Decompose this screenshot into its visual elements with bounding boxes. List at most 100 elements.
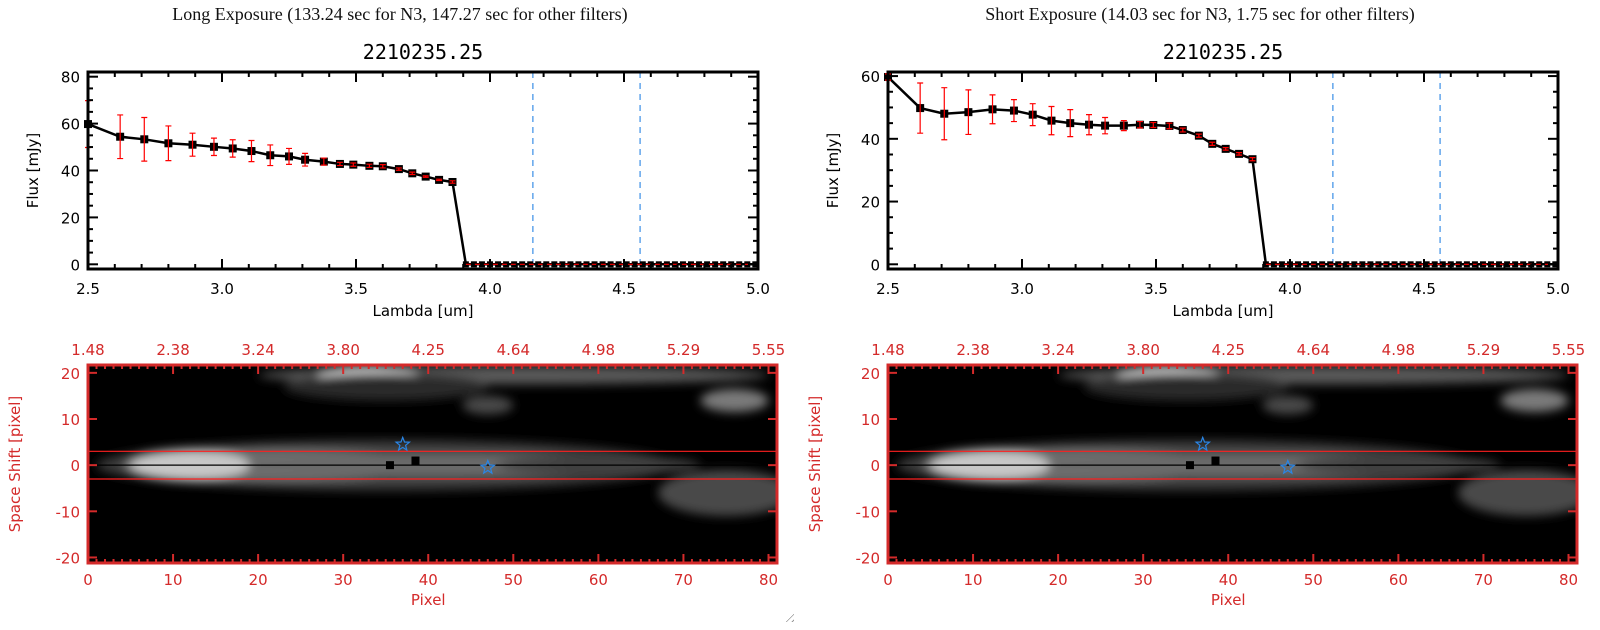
star-icon — [1194, 435, 1212, 452]
x-tick-label: 5.0 — [746, 280, 770, 298]
error-bar — [366, 163, 373, 169]
top-wavelength-label: 4.25 — [1212, 341, 1245, 359]
error-bar — [302, 152, 309, 167]
top-wavelength-label: 5.29 — [667, 341, 700, 359]
x-tick-label: 60 — [1389, 571, 1408, 589]
error-bar — [229, 139, 236, 158]
spectrum-subtitle: 2210235.25 — [1162, 40, 1284, 64]
error-bar — [165, 125, 172, 162]
error-bar — [248, 139, 255, 163]
source-marker — [1211, 456, 1220, 465]
error-bar — [1179, 127, 1186, 133]
error-bar — [320, 157, 327, 166]
error-bar — [989, 94, 996, 125]
source-marker — [1185, 461, 1194, 470]
top-wavelength-label: 4.64 — [497, 341, 530, 359]
error-bar — [1222, 147, 1229, 151]
error-bar — [1120, 120, 1127, 132]
y-tick-label: 0 — [70, 256, 80, 274]
top-wavelength-label: 4.98 — [582, 341, 615, 359]
data-point — [712, 261, 719, 268]
x-tick-label: 4.5 — [1412, 280, 1436, 298]
top-wavelength-label: 2.38 — [956, 341, 989, 359]
error-bar — [1010, 99, 1017, 123]
x-tick-label: 80 — [759, 571, 778, 589]
error-bar — [436, 178, 443, 182]
emission-blob — [1262, 395, 1314, 415]
top-wavelength-label: 5.55 — [1552, 341, 1585, 359]
error-bar — [336, 161, 343, 167]
emission-blob — [283, 372, 488, 401]
data-point — [1351, 261, 1358, 268]
error-bar — [1086, 114, 1092, 136]
y-axis-label: Flux [mJy] — [824, 133, 842, 209]
y-tick-label: 60 — [61, 116, 80, 134]
y-axis-label: Space Shift [pixel] — [806, 396, 824, 533]
flux-line — [87, 122, 756, 266]
top-wavelength-label: 4.98 — [1382, 341, 1415, 359]
top-wavelength-label: 4.64 — [1297, 341, 1330, 359]
error-bar — [1195, 133, 1202, 138]
y-tick-label: 40 — [61, 163, 80, 181]
x-axis-label: Lambda [um] — [373, 302, 474, 320]
y-tick-label: 0 — [870, 457, 880, 475]
error-bar — [409, 171, 416, 176]
y-tick-label: 20 — [61, 365, 80, 383]
data-point — [1359, 261, 1366, 268]
x-axis-label: Lambda [um] — [1173, 302, 1274, 320]
error-bar — [1136, 120, 1143, 129]
top-wavelength-label: 5.55 — [752, 341, 785, 359]
x-axis-label: Pixel — [1211, 591, 1246, 609]
image-frame — [886, 363, 1579, 565]
error-bar — [379, 164, 386, 169]
emission-blob — [1083, 372, 1288, 401]
data-point — [559, 261, 566, 268]
error-bar — [917, 82, 924, 134]
error-bar — [286, 147, 292, 166]
x-tick-label: 50 — [1304, 571, 1323, 589]
top-wavelength-label: 1.48 — [71, 341, 104, 359]
data-point — [720, 261, 727, 268]
y-axis-label: Flux [mJy] — [24, 133, 42, 209]
error-bar — [267, 144, 274, 167]
x-tick-label: 20 — [1049, 571, 1068, 589]
data-point — [543, 261, 550, 268]
data-point — [639, 261, 646, 268]
data-point — [1423, 261, 1430, 268]
x-tick-label: 10 — [164, 571, 183, 589]
emission-blob — [462, 395, 514, 415]
y-tick-label: -10 — [856, 503, 881, 521]
top-wavelength-label: 1.48 — [871, 341, 904, 359]
error-bar — [141, 116, 148, 162]
data-point — [623, 261, 630, 268]
y-tick-label: -20 — [56, 549, 81, 567]
x-tick-label: 0 — [883, 571, 893, 589]
top-wavelength-label: 5.29 — [1467, 341, 1500, 359]
x-tick-label: 3.5 — [344, 280, 368, 298]
spectrum-chart: 2.5 3.0 3.5 4.0 4.5 5.0 0 20 40 60 Lambda [um] Flux… — [824, 68, 1570, 320]
y-tick-label: 60 — [861, 68, 880, 86]
short-exposure-plots: 2.5 3.0 3.5 4.0 4.5 5.0 0 20 40 60 Lambda [um] Flux… — [806, 68, 1585, 609]
error-bar — [1102, 116, 1109, 135]
spectrum-chart: 2.5 3.0 3.5 4.0 4.5 5.0 0 20 40 60 80 Lambda [um] Fl… — [24, 69, 770, 320]
error-bar — [1209, 141, 1216, 147]
data-point — [1439, 261, 1446, 268]
x-tick-label: 30 — [1134, 571, 1153, 589]
x-tick-label: 20 — [249, 571, 268, 589]
image-frame — [86, 363, 779, 565]
data-point — [696, 261, 703, 268]
x-tick-label: 70 — [1474, 571, 1493, 589]
data-point — [1295, 261, 1302, 268]
star-icon — [479, 458, 496, 475]
y-tick-label: 10 — [61, 411, 80, 429]
y-tick-label: -20 — [856, 549, 881, 567]
data-point — [1343, 261, 1350, 268]
error-bar — [449, 180, 456, 184]
emission-blob — [1457, 469, 1577, 516]
x-tick-label: 3.0 — [1010, 280, 1034, 298]
error-bar — [117, 114, 124, 160]
error-bar — [941, 87, 948, 141]
data-point — [1512, 261, 1519, 268]
source-marker — [385, 461, 394, 470]
error-bar — [189, 132, 196, 157]
